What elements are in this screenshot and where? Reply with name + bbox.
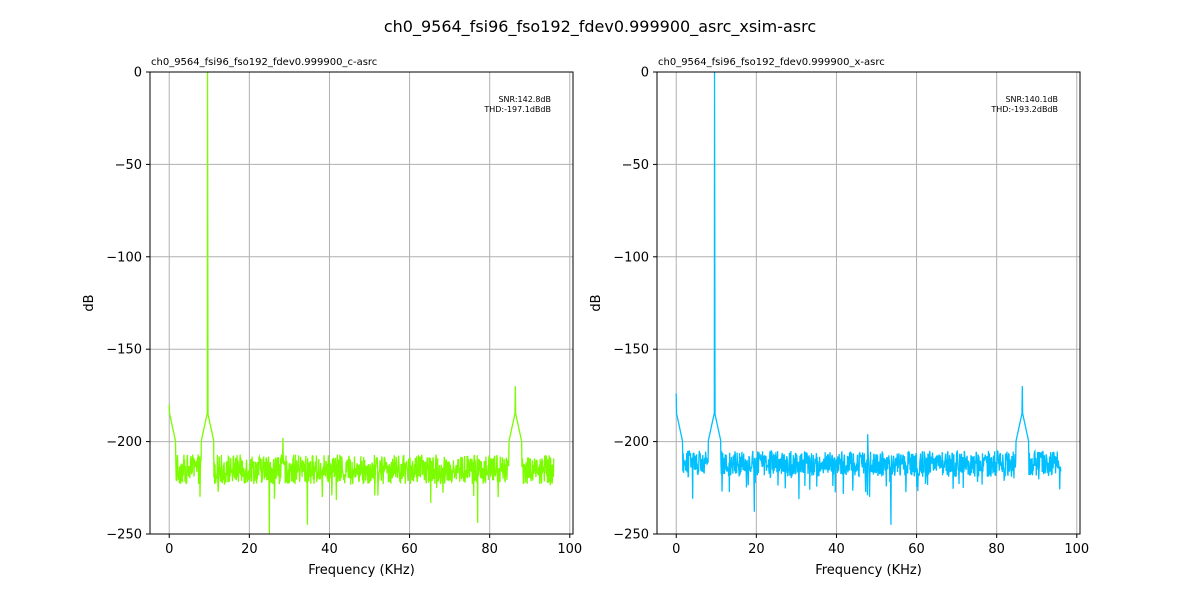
left-y-tick-label: −150 [106, 343, 142, 358]
right-y-tick-label: −200 [613, 435, 649, 450]
right-y-tick-label: −150 [613, 343, 649, 358]
right-x-tick-label: 100 [1064, 542, 1089, 557]
right-y-tick-label: −100 [613, 250, 649, 265]
left-axes-frame [149, 71, 574, 535]
left-x-tick-label: 20 [241, 542, 258, 557]
right-y-tick-label: −250 [613, 528, 649, 543]
left-y-tick-label: −250 [106, 528, 142, 543]
right-x-tick-label: 40 [828, 542, 845, 557]
left-x-tick-label: 100 [557, 542, 582, 557]
left-x-tick-label: 80 [481, 542, 498, 557]
right-metric-annotation: THD:-193.2dBdB [990, 105, 1058, 114]
right-x-tick-label: 60 [908, 542, 925, 557]
left-y-tick-label: −200 [106, 435, 142, 450]
left-x-tick-label: 40 [321, 542, 338, 557]
left-x-axis-label: Frequency (KHz) [308, 563, 415, 578]
left-y-tick-label: 0 [134, 66, 142, 81]
left-x-tick-label: 60 [401, 542, 418, 557]
figure-title: ch0_9564_fsi96_fso192_fdev0.999900_asrc_… [384, 17, 816, 37]
right-subplot: 0 20 40 60 80 100 0 −50 −100 −150 −200 −250 ch0_9564… [589, 57, 1089, 578]
left-subplot: 0 20 40 60 80 100 0 −50 −100 −150 −200 −250 ch0_9564… [82, 57, 582, 578]
right-axes-frame [656, 71, 1081, 535]
left-y-axis-label: dB [82, 294, 97, 311]
right-y-tick-label: 0 [641, 66, 649, 81]
right-y-axis-label: dB [589, 294, 604, 311]
right-x-tick-label: 0 [672, 542, 680, 557]
right-y-tick-label: −50 [622, 158, 649, 173]
left-spectrum-line [168, 71, 555, 535]
right-x-tick-label: 80 [988, 542, 1005, 557]
left-x-tick-label: 0 [165, 542, 173, 557]
left-metric-annotation: THD:-197.1dBdB [483, 105, 551, 114]
right-x-tick-label: 20 [748, 542, 765, 557]
left-y-tick-label: −50 [115, 158, 142, 173]
right-x-axis-label: Frequency (KHz) [815, 563, 922, 578]
right-axes-title: ch0_9564_fsi96_fso192_fdev0.999900_x-asr… [658, 57, 885, 68]
left-axes-title: ch0_9564_fsi96_fso192_fdev0.999900_c-asr… [151, 57, 377, 68]
left-y-tick-label: −100 [106, 250, 142, 265]
right-spectrum-line [675, 71, 1062, 525]
left-metric-annotation: SNR:142.8dB [498, 95, 551, 104]
right-metric-annotation: SNR:140.1dB [1005, 95, 1058, 104]
